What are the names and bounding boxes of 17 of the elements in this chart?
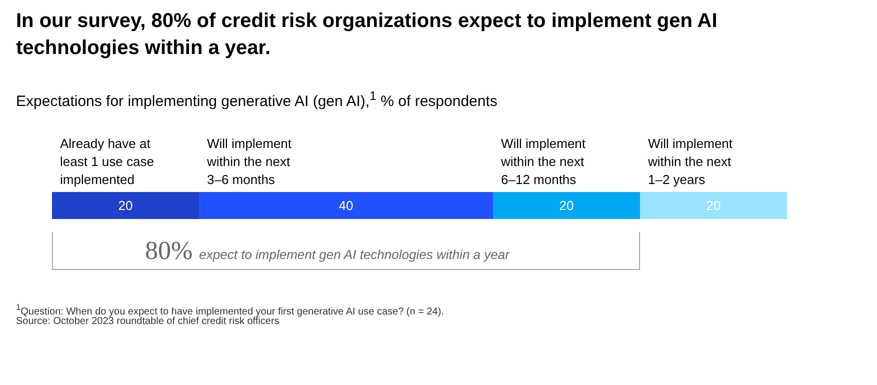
data-label: 20: [118, 198, 133, 214]
bar: [640, 192, 787, 219]
source-note: Source: October 2023 roundtable of chief credit risk officers: [16, 316, 280, 327]
chart-subtitle: Expectations for implementing generative AI (gen AI),$^{1}$ % of respondents: [16, 89, 498, 110]
data-label: 40: [338, 198, 354, 214]
series-label: Will implement within the next 3–6 months: [206, 136, 292, 187]
text: $^{1}$Question: When do you expect to have implemented your first generative AI use case? (n = 24).: [16, 302, 444, 318]
bar: [52, 192, 199, 219]
bar: [199, 192, 493, 219]
bar: [493, 192, 640, 219]
series-label: Will implement within the next 6–12 months: [500, 136, 586, 187]
chart-title: In our survey, 80% of credit risk organizations expect to implement gen AI technologies within a year.: [16, 9, 718, 61]
data-label: 20: [559, 198, 574, 214]
series-label: Already have at least 1 use case implemented: [60, 136, 154, 187]
series-label: Will implement within the next 1–2 years: [647, 136, 733, 187]
text: 80% expect to implement gen AI technologies within a year: [145, 236, 510, 265]
data-label: 20: [706, 198, 721, 214]
